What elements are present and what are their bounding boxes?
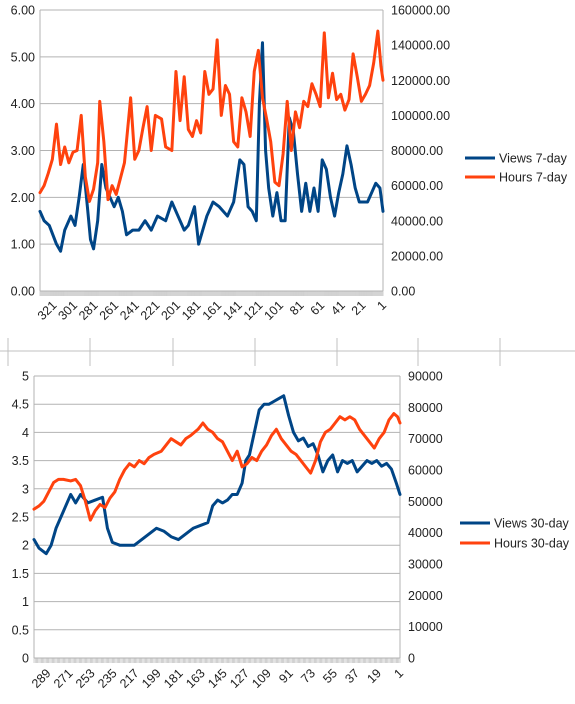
views-hours-7day-chart: 0.00 1.00 2.00 3.00 4.00 5.00 6.00 0.00 20000.00…: [11, 4, 568, 323]
x-axis-category-label: 253: [73, 666, 98, 691]
x-axis-category-label: 163: [183, 666, 208, 691]
legend-label: Views 30-day: [494, 517, 570, 531]
left-axis-tick-label: 0.00: [11, 285, 35, 299]
left-axis-tick-label: 5.00: [11, 50, 35, 64]
x-axis-category-label: 55: [320, 666, 340, 686]
left-axis-tick-label: 1.5: [12, 567, 29, 581]
x-axis-category-label: 1: [374, 298, 389, 313]
right-axis-tick-label: 160000.00: [391, 4, 450, 18]
x-axis-category-label: 127: [227, 666, 252, 691]
x-axis-category-label: 61: [308, 298, 328, 318]
right-axis-tick-label: 40000.00: [391, 214, 443, 228]
x-axis-category-label: 41: [328, 298, 348, 318]
right-axis-tick-label: 140000.00: [391, 39, 450, 53]
x-axis-category-label: 181: [179, 298, 204, 323]
x-axis-category-label: 109: [249, 666, 274, 691]
left-axis-tick-label: 4.00: [11, 97, 35, 111]
right-axis-tick-label: 10000: [408, 620, 443, 634]
left-axis-tick-label: 2.00: [11, 191, 35, 205]
x-axis-category-label: 81: [287, 298, 307, 318]
left-axis-tick-label: 1.00: [11, 238, 35, 252]
right-axis-tick-label: 100000.00: [391, 109, 450, 123]
left-axis-tick-label: 0.5: [12, 623, 29, 637]
right-axis-tick-label: 20000: [408, 589, 443, 603]
x-axis-category-label: 101: [261, 298, 286, 323]
x-axis-category-label: 1: [391, 666, 406, 681]
x-axis-category-label: 161: [200, 298, 225, 323]
left-axis-tick-label: 3.5: [12, 454, 29, 468]
series-line-hours-7-day: [38, 29, 385, 203]
x-axis-category-label: 91: [276, 666, 296, 686]
legend-label: Hours 7-day: [499, 171, 568, 185]
x-axis-category-label: 19: [364, 666, 384, 686]
legend-label: Views 7-day: [499, 152, 568, 166]
right-axis-tick-label: 30000: [408, 558, 443, 572]
right-axis-tick-label: 20000.00: [391, 249, 443, 263]
left-axis-tick-label: 3.00: [11, 144, 35, 158]
left-axis-tick-label: 4.5: [12, 398, 29, 412]
left-axis-tick-label: 3: [22, 482, 29, 496]
left-axis-tick-label: 1: [22, 595, 29, 609]
x-axis-category-label: 37: [342, 666, 362, 686]
x-axis-category-label: 73: [298, 666, 318, 686]
x-axis-category-label: 201: [158, 298, 183, 323]
series-line-views-30-day: [32, 394, 402, 556]
right-axis-tick-label: 0.00: [391, 285, 415, 299]
x-axis-category-label: 289: [29, 666, 54, 691]
left-axis-tick-label: 2: [22, 539, 29, 553]
right-axis-tick-label: 40000: [408, 526, 443, 540]
right-axis-tick-label: 90000: [408, 370, 443, 384]
x-axis-category-label: 21: [349, 298, 369, 318]
right-axis-tick-label: 80000.00: [391, 144, 443, 158]
x-axis-category-label: 261: [97, 298, 122, 323]
right-axis-tick-label: 50000: [408, 495, 443, 509]
right-axis-tick-label: 80000: [408, 401, 443, 415]
right-axis-tick-label: 60000: [408, 464, 443, 478]
x-axis-category-label: 301: [55, 298, 80, 323]
left-axis-tick-label: 6.00: [11, 4, 35, 18]
x-axis-category-label: 241: [117, 298, 142, 323]
right-axis-tick-label: 70000: [408, 432, 443, 446]
x-axis-category-label: 281: [76, 298, 101, 323]
x-axis-category-label: 145: [205, 666, 230, 691]
sheet-gridlines: [0, 338, 575, 366]
x-axis-category-label: 221: [138, 298, 163, 323]
left-axis-tick-label: 4: [22, 426, 29, 440]
series-line-hours-30-day: [32, 412, 402, 522]
left-axis-tick-label: 5: [22, 370, 29, 384]
right-axis-tick-label: 0: [408, 652, 415, 666]
x-axis-category-label: 235: [95, 666, 120, 691]
x-axis-ticks: [39, 291, 384, 296]
legend-label: Hours 30-day: [494, 537, 570, 551]
x-axis-category-label: 217: [117, 666, 142, 691]
x-axis-category-label: 181: [161, 666, 186, 691]
series-line-views-7-day: [38, 41, 385, 253]
views-hours-30day-chart: 0 0.5 1 1.5 2 2.5 3 3.5 4 4.5 5 0 10000 20000 30000 400…: [12, 370, 570, 691]
x-axis-ticks: [33, 658, 401, 663]
x-axis-category-label: 141: [220, 298, 245, 323]
left-axis-tick-label: 0: [22, 652, 29, 666]
x-axis-category-label: 121: [241, 298, 266, 323]
x-axis-category-label: 271: [51, 666, 76, 691]
x-axis-category-label: 199: [139, 666, 164, 691]
x-axis-category-label: 321: [35, 298, 60, 323]
left-axis-tick-label: 2.5: [12, 511, 29, 525]
right-axis-tick-label: 60000.00: [391, 179, 443, 193]
right-axis-tick-label: 120000.00: [391, 74, 450, 88]
